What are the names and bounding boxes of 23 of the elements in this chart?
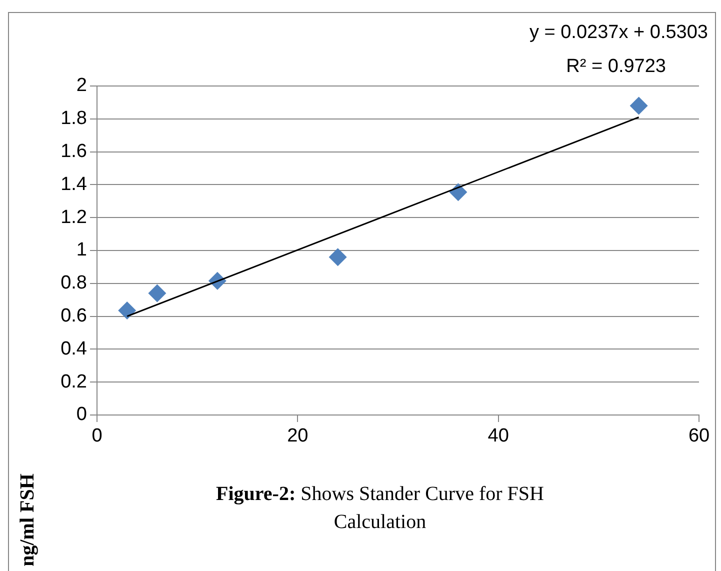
point [148, 284, 166, 302]
text: y = 0.0237x + 0.5303 [529, 22, 708, 44]
x-tick-label: 60 [688, 426, 710, 447]
x-tick-label: 20 [287, 426, 308, 447]
y-tick-label: 1.8 [60, 108, 87, 130]
y-tick-label: 1 [76, 240, 87, 261]
y-tick-label: 1.2 [60, 206, 87, 228]
y-tick-label: 0.2 [60, 371, 87, 392]
y-tick-label: 0.4 [60, 338, 88, 360]
point [118, 302, 136, 320]
y-tick-label: 2 [76, 75, 87, 96]
x-tick-label: 0 [92, 426, 102, 447]
y-tick-label: 0.8 [60, 272, 87, 294]
y-tick-label: 1.6 [60, 141, 87, 162]
y-tick-label: 0.6 [60, 306, 87, 327]
text: R² = 0.9723 [566, 56, 666, 78]
point [328, 248, 347, 266]
y-tick-label: 0 [76, 404, 87, 426]
y-axis-title: ng/ml FSH [16, 474, 40, 566]
x-tick-label: 40 [488, 426, 509, 447]
point [630, 96, 648, 115]
y-tick-label: 1.4 [60, 174, 88, 195]
text: Figure-2: Shows Stander Curve for FSH Calculation [215, 482, 545, 535]
